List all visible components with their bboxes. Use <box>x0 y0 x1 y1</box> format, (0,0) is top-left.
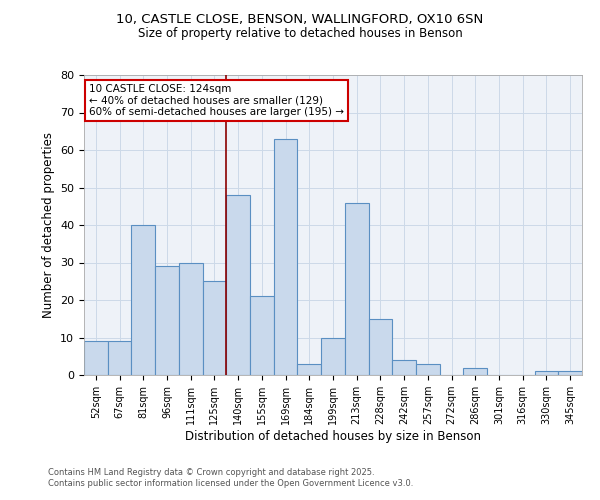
Bar <box>131 225 155 375</box>
Bar <box>535 371 558 375</box>
Bar <box>274 138 298 375</box>
Bar <box>250 296 274 375</box>
Bar <box>321 338 345 375</box>
Text: Contains HM Land Registry data © Crown copyright and database right 2025.
Contai: Contains HM Land Registry data © Crown c… <box>48 468 413 487</box>
Y-axis label: Number of detached properties: Number of detached properties <box>41 132 55 318</box>
Bar <box>108 341 131 375</box>
Bar <box>558 371 582 375</box>
Text: 10 CASTLE CLOSE: 124sqm
← 40% of detached houses are smaller (129)
60% of semi-d: 10 CASTLE CLOSE: 124sqm ← 40% of detache… <box>89 84 344 117</box>
Bar <box>226 195 250 375</box>
Bar <box>84 341 108 375</box>
Bar <box>179 262 203 375</box>
Bar <box>203 281 226 375</box>
Text: Size of property relative to detached houses in Benson: Size of property relative to detached ho… <box>137 28 463 40</box>
X-axis label: Distribution of detached houses by size in Benson: Distribution of detached houses by size … <box>185 430 481 443</box>
Bar <box>416 364 440 375</box>
Bar <box>155 266 179 375</box>
Bar <box>345 202 368 375</box>
Bar <box>463 368 487 375</box>
Bar <box>298 364 321 375</box>
Bar <box>368 319 392 375</box>
Text: 10, CASTLE CLOSE, BENSON, WALLINGFORD, OX10 6SN: 10, CASTLE CLOSE, BENSON, WALLINGFORD, O… <box>116 12 484 26</box>
Bar <box>392 360 416 375</box>
